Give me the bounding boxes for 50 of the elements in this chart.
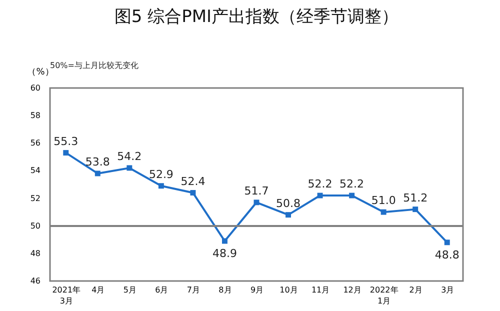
- x-tick-label: 9月: [250, 286, 264, 294]
- data-label: 55.3: [54, 134, 78, 148]
- point: [317, 192, 323, 198]
- x-tick-label: 6月: [155, 286, 168, 294]
- y-tick-label: 56: [30, 138, 40, 148]
- data-label: 54.2: [117, 150, 142, 163]
- point: [349, 192, 355, 198]
- text: 50%=与上月比较无变化: [50, 61, 138, 70]
- point: [222, 238, 228, 244]
- point: [190, 190, 196, 196]
- data-label: 51.2: [403, 191, 428, 204]
- y-axis-title: （%）: [27, 68, 54, 78]
- x-tick-label: 10月: [280, 286, 298, 294]
- data-label: 48.9: [212, 247, 237, 260]
- point: [254, 200, 260, 206]
- x-tick-label: 12月: [343, 286, 362, 294]
- point: [380, 209, 386, 215]
- x-tick-label: 8月: [218, 286, 232, 294]
- y-tick-label: 60: [30, 84, 40, 92]
- data-label: 52.2: [308, 178, 332, 191]
- x-tick-label: 3月: [441, 286, 454, 294]
- point: [158, 183, 164, 189]
- point: [126, 165, 132, 171]
- data-label: 48.8: [434, 248, 460, 262]
- x-tick-label: 5月: [123, 286, 136, 294]
- point: [63, 150, 69, 156]
- y-tick-label: 58: [30, 111, 40, 120]
- y-tick-label: 52: [30, 194, 40, 203]
- x-tick-label: 2022年 1月: [370, 286, 398, 306]
- x-tick-label: 7月: [186, 286, 200, 294]
- point: [286, 212, 292, 218]
- data-label: 51.0: [371, 194, 396, 208]
- point: [412, 206, 418, 212]
- y-tick-label: 50: [30, 221, 40, 230]
- y-tick-label: 46: [30, 276, 40, 286]
- data-label: 51.7: [244, 184, 269, 198]
- x-tick-label: 4月: [92, 286, 105, 294]
- x-tick-label: 11月: [311, 286, 330, 294]
- data-label: 52.9: [148, 168, 174, 181]
- y-tick-label: 48: [30, 248, 40, 258]
- data-label: 52.2: [340, 178, 364, 191]
- point: [444, 240, 450, 246]
- x-tick-label: 2021年 3月: [52, 286, 81, 306]
- x-tick-label: 2月: [409, 286, 422, 294]
- data-label: 52.4: [180, 174, 206, 188]
- data-label: 50.8: [276, 196, 301, 210]
- y-tick-label: 54: [30, 166, 40, 176]
- point: [94, 170, 100, 176]
- chart-title: 图5 综合PMI产出指数（经季节调整）: [114, 7, 399, 27]
- data-label: 53.8: [85, 155, 110, 168]
